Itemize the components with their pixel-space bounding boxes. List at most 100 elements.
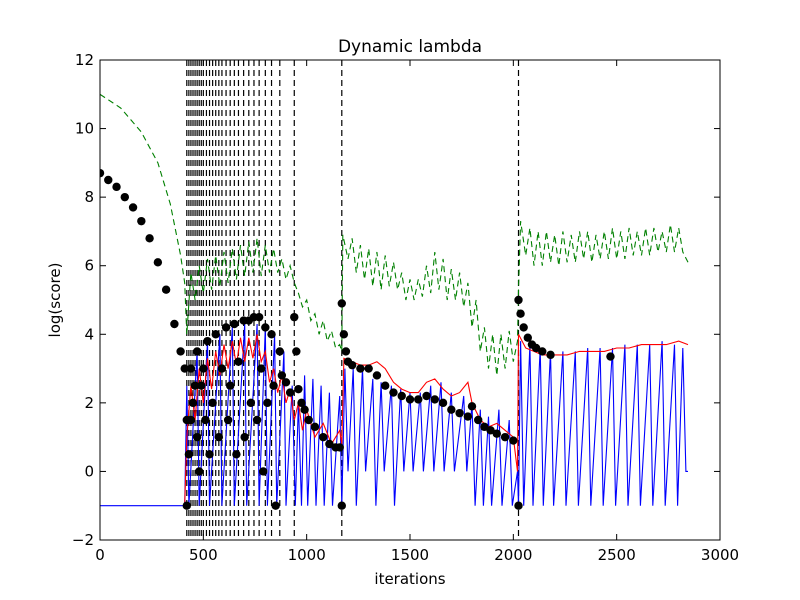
x-tick-label-5: 2500 bbox=[598, 546, 636, 564]
data-point-s3-28 bbox=[211, 330, 220, 339]
data-point-s3-13 bbox=[182, 501, 191, 510]
x-tick-label-3: 1500 bbox=[391, 546, 429, 564]
data-point-s3-75 bbox=[381, 381, 390, 390]
data-point-s3-100 bbox=[538, 347, 547, 356]
data-point-s3-59 bbox=[300, 405, 309, 414]
data-point-s3-29 bbox=[214, 432, 224, 442]
data-point-s3-102 bbox=[606, 352, 615, 361]
data-point-s3-30 bbox=[217, 364, 227, 373]
data-point-s3-50 bbox=[271, 501, 280, 510]
x-tick-label-2: 1000 bbox=[288, 546, 326, 564]
data-point-s3-31 bbox=[221, 323, 231, 332]
data-point-s3-83 bbox=[447, 405, 456, 414]
y-tick-label-3: 4 bbox=[84, 325, 94, 343]
data-point-s3-26 bbox=[205, 450, 214, 459]
data-point-s3-19 bbox=[192, 347, 202, 356]
data-point-s3-57 bbox=[294, 384, 303, 394]
data-point-s3-99 bbox=[531, 343, 541, 353]
data-point-s3-40 bbox=[246, 398, 256, 408]
data-point-s3-93 bbox=[514, 501, 523, 510]
data-point-s3-58 bbox=[297, 398, 306, 408]
data-point-s3-66 bbox=[337, 501, 346, 510]
data-point-s3-18 bbox=[190, 381, 200, 390]
data-point-s3-69 bbox=[341, 347, 351, 356]
data-point-s3-11 bbox=[180, 364, 189, 373]
series-line-0 bbox=[100, 323, 688, 507]
data-point-s3-73 bbox=[364, 364, 373, 373]
data-point-s3-35 bbox=[232, 450, 241, 459]
data-point-s3-9 bbox=[170, 319, 179, 329]
data-point-s3-91 bbox=[500, 432, 510, 442]
data-point-s3-51 bbox=[275, 347, 284, 356]
y-tick-label-2: 2 bbox=[84, 394, 94, 412]
data-point-s3-63 bbox=[325, 439, 334, 449]
data-point-s3-21 bbox=[195, 467, 204, 476]
data-point-s3-60 bbox=[304, 415, 313, 425]
x-tick-label-6: 3000 bbox=[701, 546, 739, 564]
data-point-s3-36 bbox=[234, 357, 243, 366]
data-point-s3-7 bbox=[153, 258, 163, 267]
series-line-2 bbox=[100, 93, 689, 376]
y-tick-label-6: 10 bbox=[75, 120, 94, 138]
y-tick-label-0: −2 bbox=[72, 531, 94, 549]
data-point-s3-4 bbox=[128, 203, 138, 212]
data-point-s3-20 bbox=[192, 432, 202, 442]
data-point-s3-10 bbox=[176, 347, 185, 356]
data-point-s3-74 bbox=[372, 371, 382, 380]
data-point-s3-3 bbox=[120, 192, 129, 202]
data-point-s3-61 bbox=[310, 422, 320, 432]
data-point-s3-47 bbox=[263, 398, 272, 408]
data-point-s3-2 bbox=[112, 182, 121, 192]
data-point-s3-52 bbox=[277, 371, 287, 380]
data-point-s3-81 bbox=[430, 395, 439, 404]
data-point-s3-76 bbox=[389, 388, 398, 397]
data-point-s3-5 bbox=[137, 216, 146, 226]
data-point-s3-53 bbox=[281, 378, 291, 387]
data-point-s3-55 bbox=[290, 312, 299, 322]
data-point-s3-48 bbox=[267, 330, 276, 339]
data-point-s3-85 bbox=[463, 412, 473, 421]
data-point-s3-78 bbox=[405, 395, 415, 404]
data-point-s3-49 bbox=[269, 381, 278, 390]
y-tick-label-7: 12 bbox=[75, 51, 94, 69]
data-point-s3-68 bbox=[339, 330, 349, 339]
data-point-s3-92 bbox=[509, 436, 518, 445]
data-point-s3-32 bbox=[223, 415, 233, 425]
data-point-s3-94 bbox=[514, 295, 523, 305]
data-point-s3-38 bbox=[240, 432, 249, 442]
data-point-s3-43 bbox=[254, 312, 264, 322]
data-point-s3-45 bbox=[259, 467, 268, 476]
chart-title: Dynamic lambda bbox=[338, 37, 482, 57]
plot-frame bbox=[99, 59, 721, 541]
data-point-s3-84 bbox=[455, 408, 464, 418]
data-point-s3-79 bbox=[414, 395, 423, 404]
data-point-s3-1 bbox=[104, 175, 113, 185]
data-point-s3-96 bbox=[519, 323, 528, 332]
x-tick-label-4: 2000 bbox=[494, 546, 532, 564]
x-tick-label-0: 0 bbox=[95, 546, 105, 564]
data-point-s3-42 bbox=[252, 415, 262, 425]
data-point-s3-88 bbox=[480, 422, 489, 432]
data-point-s3-90 bbox=[492, 429, 501, 438]
data-point-s3-16 bbox=[186, 415, 196, 425]
x-tick-label-1: 500 bbox=[189, 546, 218, 564]
data-point-s3-22 bbox=[197, 381, 206, 390]
plot-area bbox=[100, 60, 689, 540]
data-point-s3-71 bbox=[347, 360, 357, 370]
data-point-s3-6 bbox=[145, 234, 154, 243]
x-axis-label: iterations bbox=[374, 570, 445, 588]
data-point-s3-27 bbox=[208, 398, 217, 408]
y-tick-label-1: 0 bbox=[84, 462, 94, 480]
data-point-s3-46 bbox=[261, 323, 270, 332]
data-point-s3-15 bbox=[186, 364, 196, 373]
data-point-s3-17 bbox=[188, 398, 198, 408]
data-point-s3-0 bbox=[100, 168, 105, 178]
data-point-s3-33 bbox=[226, 381, 235, 390]
data-point-s3-23 bbox=[199, 364, 208, 373]
y-tick-label-4: 6 bbox=[84, 257, 94, 275]
data-point-s3-97 bbox=[523, 333, 532, 342]
